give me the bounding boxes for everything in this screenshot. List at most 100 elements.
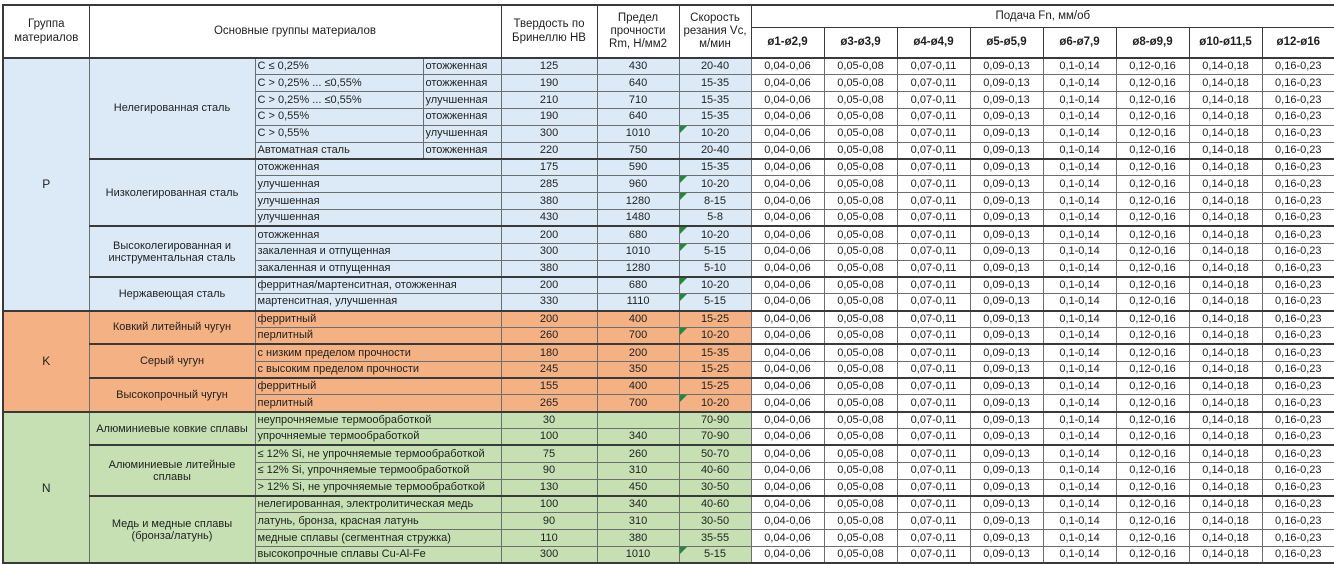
subgroup-cell[interactable]: Ковкий литейный чугун <box>88 309 256 345</box>
feed-cell[interactable]: 0,05-0,08 <box>823 494 898 514</box>
feed-cell[interactable]: 0,04-0,06 <box>750 545 825 564</box>
detail-cell[interactable]: улучшенная <box>254 192 502 211</box>
header-material-group[interactable]: Группа материалов <box>2 4 90 59</box>
feed-cell[interactable]: 0,16-0,23 <box>1261 377 1334 396</box>
speed-cell[interactable]: 5-15 <box>678 545 752 564</box>
feed-cell[interactable]: 0,16-0,23 <box>1261 275 1334 295</box>
feed-cell[interactable]: 0,07-0,11 <box>896 74 971 93</box>
feed-cell[interactable]: 0,14-0,18 <box>1188 108 1263 126</box>
feed-cell[interactable]: 0,05-0,08 <box>823 242 898 261</box>
speed-cell[interactable]: 70-90 <box>678 428 752 446</box>
feed-cell[interactable]: 0,05-0,08 <box>823 275 898 295</box>
feed-cell[interactable]: 0,12-0,16 <box>1115 545 1190 564</box>
feed-cell[interactable]: 0,12-0,16 <box>1115 259 1190 278</box>
feed-cell[interactable]: 0,12-0,16 <box>1115 343 1190 362</box>
hardness-cell[interactable]: 200 <box>500 275 598 295</box>
subgroup-cell[interactable]: Нелегированная сталь <box>88 56 256 160</box>
feed-cell[interactable]: 0,09-0,13 <box>969 175 1044 194</box>
speed-cell[interactable]: 8-15 <box>678 192 752 211</box>
feed-cell[interactable]: 0,09-0,13 <box>969 461 1044 480</box>
detail-cell[interactable]: отожженная <box>254 225 502 244</box>
feed-cell[interactable]: 0,04-0,06 <box>750 494 825 514</box>
feed-cell[interactable]: 0,09-0,13 <box>969 428 1044 446</box>
strength-cell[interactable]: 1010 <box>596 124 680 143</box>
feed-cell[interactable]: 0,16-0,23 <box>1261 444 1334 463</box>
hardness-cell[interactable]: 155 <box>500 377 598 396</box>
feed-cell[interactable]: 0,05-0,08 <box>823 545 898 564</box>
feed-cell[interactable]: 0,12-0,16 <box>1115 293 1190 312</box>
feed-cell[interactable]: 0,16-0,23 <box>1261 428 1334 446</box>
strength-cell[interactable]: 310 <box>596 512 680 531</box>
hardness-cell[interactable]: 90 <box>500 512 598 531</box>
speed-cell[interactable]: 35-55 <box>678 529 752 547</box>
feed-cell[interactable]: 0,16-0,23 <box>1261 175 1334 194</box>
feed-cell[interactable]: 0,12-0,16 <box>1115 428 1190 446</box>
speed-cell[interactable]: 10-20 <box>678 394 752 413</box>
detail-cell[interactable]: ≤ 12% Si, не упрочняемые термообработкой <box>254 444 502 463</box>
detail-cell[interactable]: Автоматная сталь <box>254 141 424 160</box>
hardness-cell[interactable]: 75 <box>500 444 598 463</box>
hardness-cell[interactable]: 220 <box>500 141 598 160</box>
speed-cell[interactable]: 40-60 <box>678 461 752 480</box>
feed-cell[interactable]: 0,16-0,23 <box>1261 225 1334 244</box>
feed-cell[interactable]: 0,05-0,08 <box>823 377 898 396</box>
feed-cell[interactable]: 0,1-0,14 <box>1042 74 1117 93</box>
speed-cell[interactable]: 15-35 <box>678 108 752 126</box>
feed-cell[interactable]: 0,12-0,16 <box>1115 124 1190 143</box>
header-feed-diameter[interactable]: ø4-ø4,9 <box>896 26 971 59</box>
feed-cell[interactable]: 0,07-0,11 <box>896 158 971 177</box>
feed-cell[interactable]: 0,12-0,16 <box>1115 74 1190 93</box>
feed-cell[interactable]: 0,05-0,08 <box>823 461 898 480</box>
feed-cell[interactable]: 0,16-0,23 <box>1261 343 1334 362</box>
feed-cell[interactable]: 0,14-0,18 <box>1188 461 1263 480</box>
subgroup-cell[interactable]: Высокопрочный чугун <box>88 377 256 413</box>
feed-cell[interactable]: 0,07-0,11 <box>896 141 971 160</box>
feed-cell[interactable]: 0,12-0,16 <box>1115 444 1190 463</box>
feed-cell[interactable]: 0,16-0,23 <box>1261 57 1334 76</box>
strength-cell[interactable]: 340 <box>596 494 680 514</box>
speed-cell[interactable]: 5-15 <box>678 293 752 312</box>
feed-cell[interactable]: 0,12-0,16 <box>1115 327 1190 345</box>
speed-cell[interactable]: 10-20 <box>678 175 752 194</box>
detail-cell[interactable]: закаленная и отпущенная <box>254 242 502 261</box>
strength-cell[interactable]: 680 <box>596 225 680 244</box>
feed-cell[interactable]: 0,04-0,06 <box>750 309 825 328</box>
feed-cell[interactable]: 0,14-0,18 <box>1188 494 1263 514</box>
hardness-cell[interactable]: 380 <box>500 259 598 278</box>
feed-cell[interactable]: 0,16-0,23 <box>1261 309 1334 328</box>
speed-cell[interactable]: 30-50 <box>678 478 752 497</box>
feed-cell[interactable]: 0,05-0,08 <box>823 259 898 278</box>
hardness-cell[interactable]: 125 <box>500 57 598 76</box>
detail-state-cell[interactable]: отожженная <box>422 74 502 93</box>
detail-cell[interactable]: высокопрочные сплавы Cu-Al-Fe <box>254 545 502 564</box>
feed-cell[interactable]: 0,07-0,11 <box>896 259 971 278</box>
feed-cell[interactable]: 0,12-0,16 <box>1115 158 1190 177</box>
feed-cell[interactable]: 0,12-0,16 <box>1115 494 1190 514</box>
feed-cell[interactable]: 0,12-0,16 <box>1115 377 1190 396</box>
hardness-cell[interactable]: 180 <box>500 343 598 362</box>
strength-cell[interactable]: 260 <box>596 444 680 463</box>
strength-cell[interactable]: 640 <box>596 74 680 93</box>
feed-cell[interactable]: 0,04-0,06 <box>750 91 825 110</box>
strength-cell[interactable] <box>596 410 680 430</box>
feed-cell[interactable]: 0,16-0,23 <box>1261 461 1334 480</box>
detail-cell[interactable]: C > 0,25% ... ≤0,55% <box>254 91 424 110</box>
feed-cell[interactable]: 0,16-0,23 <box>1261 242 1334 261</box>
feed-cell[interactable]: 0,1-0,14 <box>1042 57 1117 76</box>
feed-cell[interactable]: 0,07-0,11 <box>896 209 971 227</box>
feed-cell[interactable]: 0,16-0,23 <box>1261 512 1334 531</box>
feed-cell[interactable]: 0,12-0,16 <box>1115 478 1190 497</box>
feed-cell[interactable]: 0,14-0,18 <box>1188 57 1263 76</box>
feed-cell[interactable]: 0,14-0,18 <box>1188 259 1263 278</box>
feed-cell[interactable]: 0,04-0,06 <box>750 158 825 177</box>
feed-cell[interactable]: 0,07-0,11 <box>896 242 971 261</box>
detail-cell[interactable]: улучшенная <box>254 209 502 227</box>
feed-cell[interactable]: 0,14-0,18 <box>1188 158 1263 177</box>
hardness-cell[interactable]: 260 <box>500 327 598 345</box>
feed-cell[interactable]: 0,1-0,14 <box>1042 327 1117 345</box>
feed-cell[interactable]: 0,14-0,18 <box>1188 377 1263 396</box>
feed-cell[interactable]: 0,05-0,08 <box>823 428 898 446</box>
feed-cell[interactable]: 0,09-0,13 <box>969 91 1044 110</box>
strength-cell[interactable]: 700 <box>596 327 680 345</box>
hardness-cell[interactable]: 380 <box>500 192 598 211</box>
